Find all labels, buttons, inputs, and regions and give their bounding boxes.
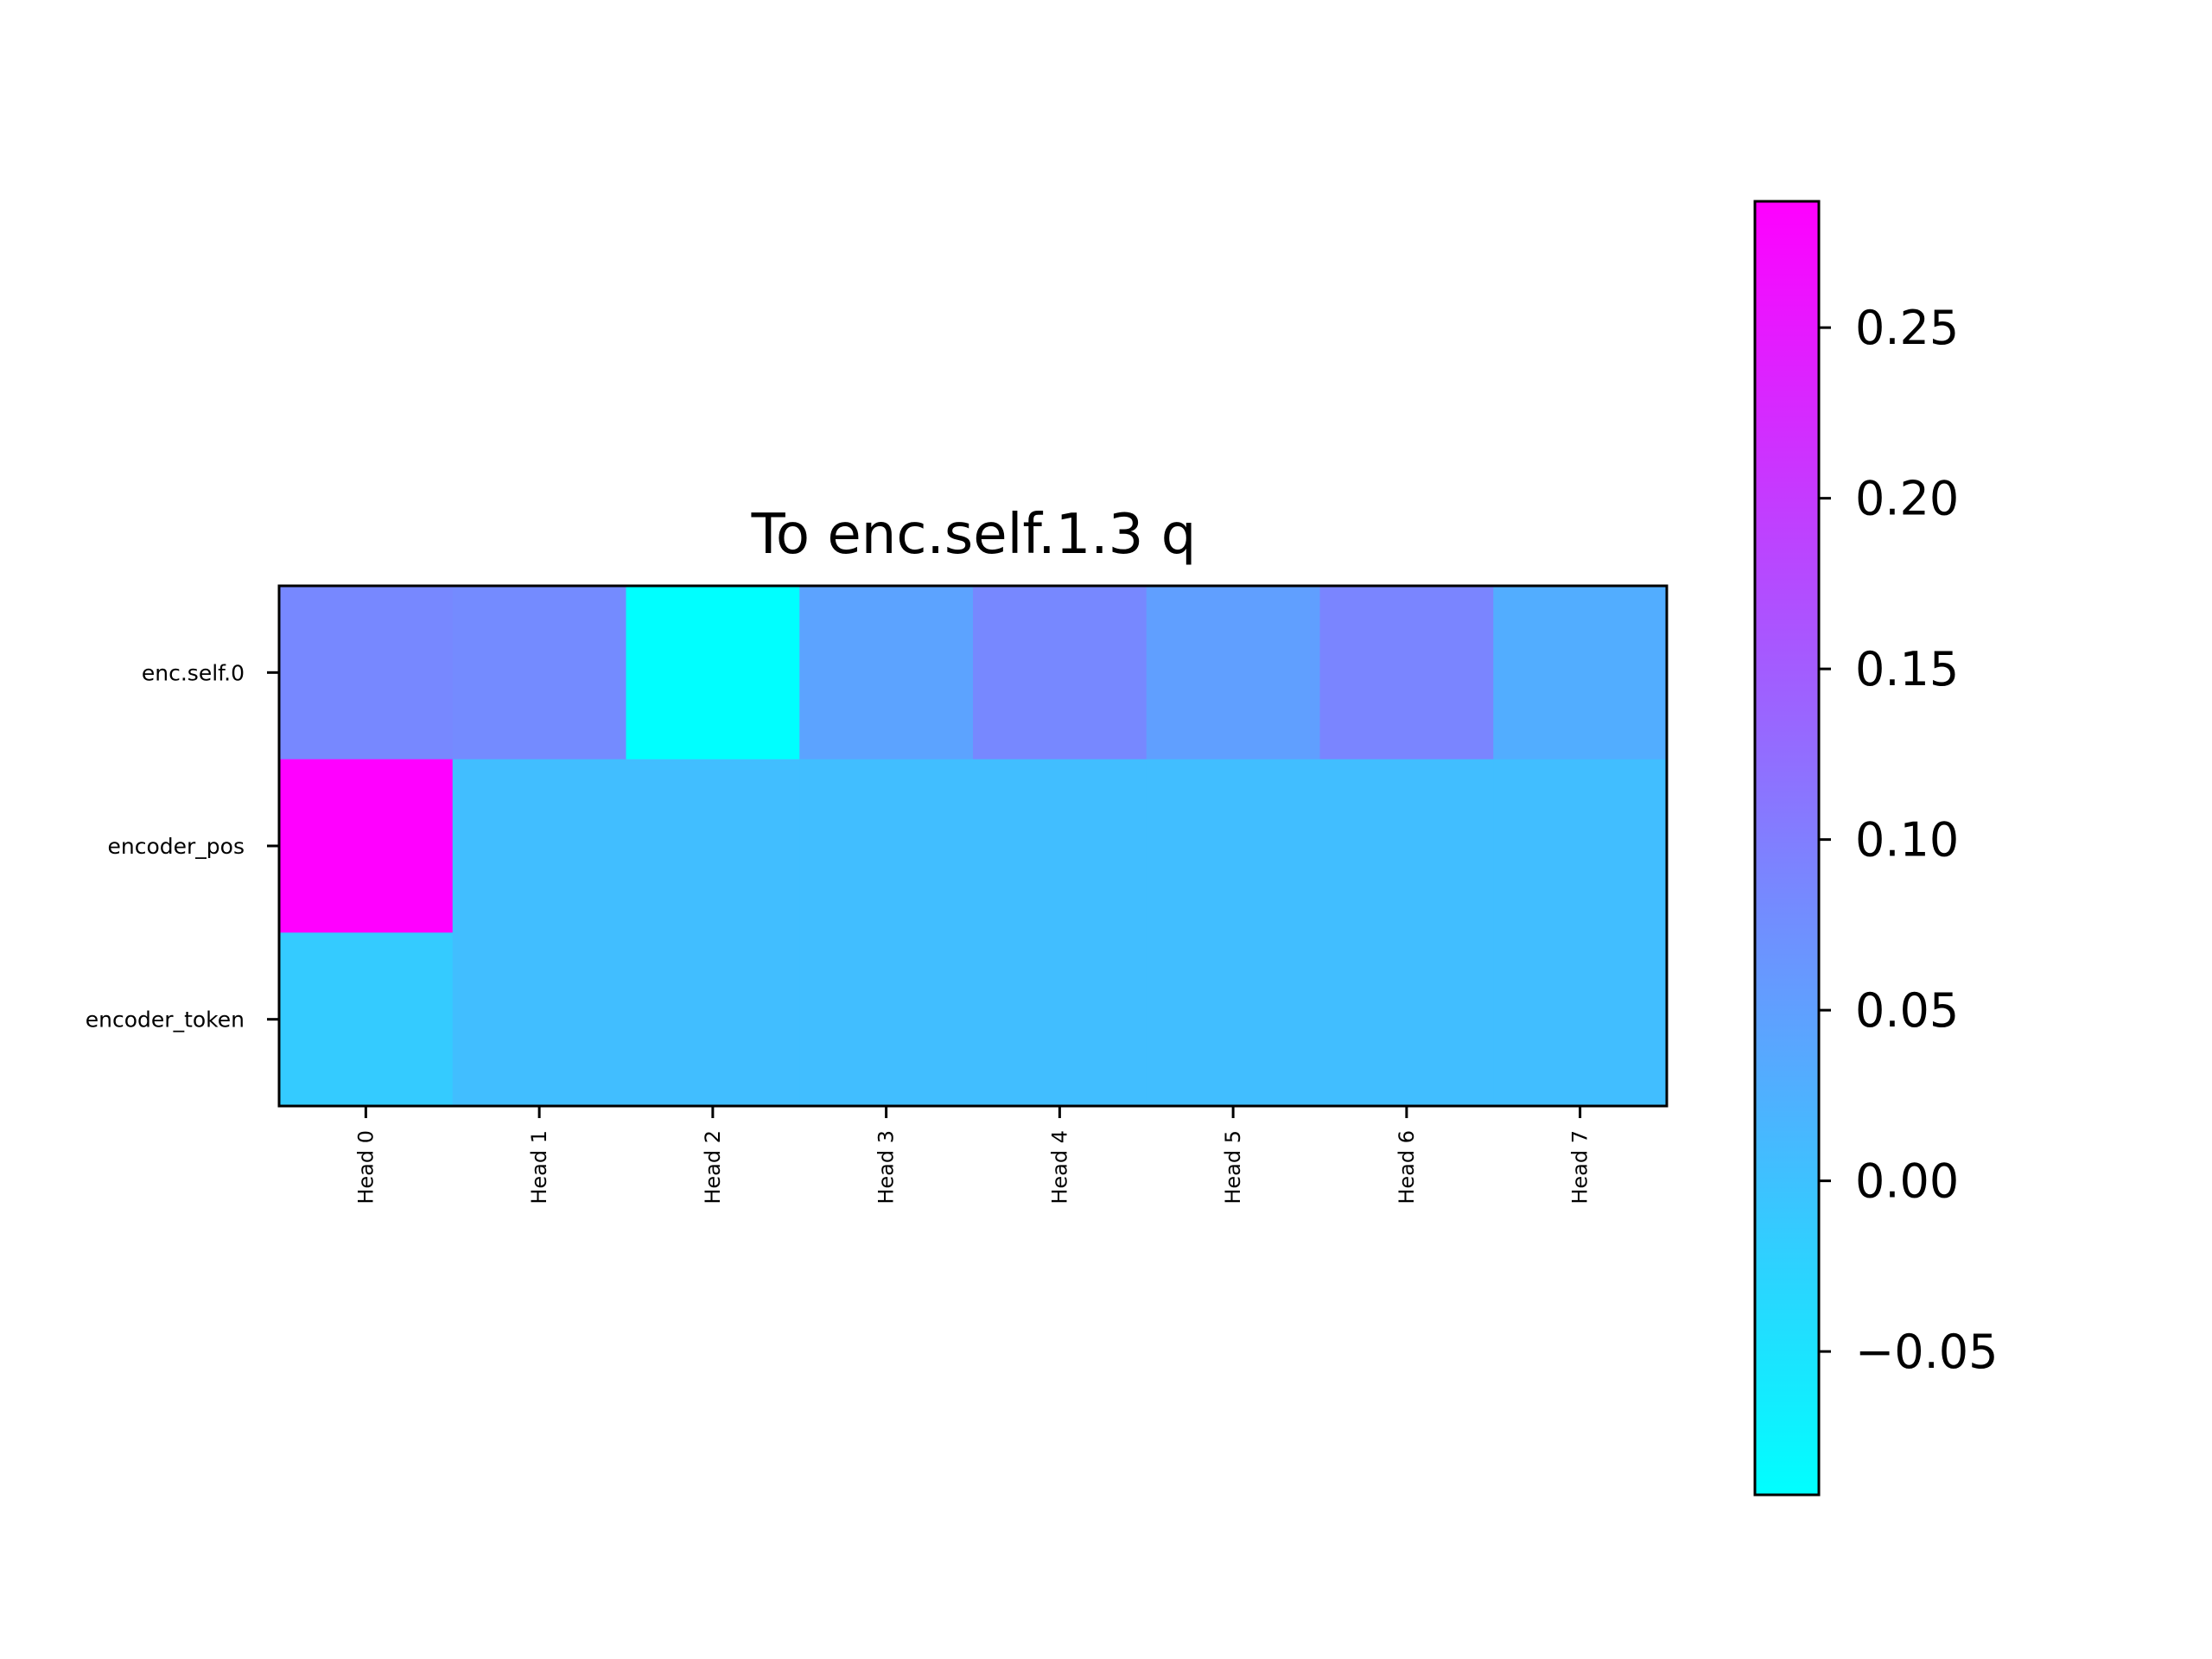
heatmap-cell bbox=[626, 586, 800, 760]
heatmap-cell bbox=[279, 932, 454, 1107]
heatmap-cell bbox=[973, 759, 1147, 933]
x-tick-label: Head 1 bbox=[527, 1130, 551, 1205]
heatmap-cell bbox=[626, 932, 800, 1107]
heatmap-cell bbox=[452, 932, 627, 1107]
heatmap-cell bbox=[973, 932, 1147, 1107]
colorbar-tick-label: 0.15 bbox=[1855, 642, 1959, 696]
chart-title: To enc.self.1.3 q bbox=[751, 503, 1197, 567]
y-tick-label: enc.self.0 bbox=[142, 660, 245, 685]
heatmap-cell bbox=[626, 759, 800, 933]
heatmap-cell bbox=[1146, 932, 1321, 1107]
heatmap-cell bbox=[1319, 586, 1494, 760]
colorbar: −0.05 0.00 0.05 0.10 0.15 0.20 0.25 bbox=[1753, 200, 1998, 1497]
heatmap-cell bbox=[452, 586, 627, 760]
heatmap-cell bbox=[1319, 759, 1494, 933]
x-tick-label: Head 2 bbox=[701, 1130, 725, 1205]
colorbar-gradient bbox=[1755, 201, 1819, 1495]
heatmap-cell bbox=[452, 759, 627, 933]
colorbar-tick-label: 0.20 bbox=[1855, 472, 1959, 526]
heatmap-cell bbox=[1493, 932, 1668, 1107]
y-axis-ticks: enc.self.0 encoder_pos encoder_token bbox=[86, 660, 279, 1033]
heatmap-cell bbox=[1146, 586, 1321, 760]
heatmap-cell bbox=[1146, 759, 1321, 933]
heatmap-cell bbox=[799, 586, 974, 760]
x-axis-ticks: Head 0 Head 1 Head 2 Head 3 Head 4 Head 5 Head… bbox=[353, 1106, 1592, 1205]
x-tick-label: Head 0 bbox=[353, 1130, 378, 1205]
heatmap-cell bbox=[279, 586, 454, 760]
x-tick-label: Head 3 bbox=[874, 1130, 899, 1205]
heatmap-cell bbox=[799, 932, 974, 1107]
heatmap-cell bbox=[1319, 932, 1494, 1107]
heatmap-cell bbox=[279, 759, 454, 933]
colorbar-tick-label: −0.05 bbox=[1855, 1325, 1998, 1379]
colorbar-frame bbox=[1753, 200, 1821, 1497]
x-tick-label: Head 5 bbox=[1221, 1130, 1245, 1205]
colorbar-tick-label: 0.10 bbox=[1855, 813, 1959, 868]
y-tick-label: encoder_pos bbox=[108, 834, 245, 859]
x-tick-label: Head 4 bbox=[1047, 1130, 1071, 1205]
heatmap-cell bbox=[1493, 586, 1668, 760]
colorbar-tick-label: 0.25 bbox=[1855, 301, 1959, 355]
heatmap-cell bbox=[1493, 759, 1668, 933]
heatmap-cell bbox=[973, 586, 1147, 760]
heatmap-cells bbox=[279, 586, 1668, 1107]
colorbar-tick-label: 0.00 bbox=[1855, 1154, 1959, 1209]
x-tick-label: Head 7 bbox=[1568, 1130, 1592, 1205]
colorbar-tick-label: 0.05 bbox=[1855, 983, 1959, 1038]
x-tick-label: Head 6 bbox=[1395, 1130, 1419, 1205]
heatmap-cell bbox=[799, 759, 974, 933]
y-tick-label: encoder_token bbox=[86, 1007, 245, 1033]
